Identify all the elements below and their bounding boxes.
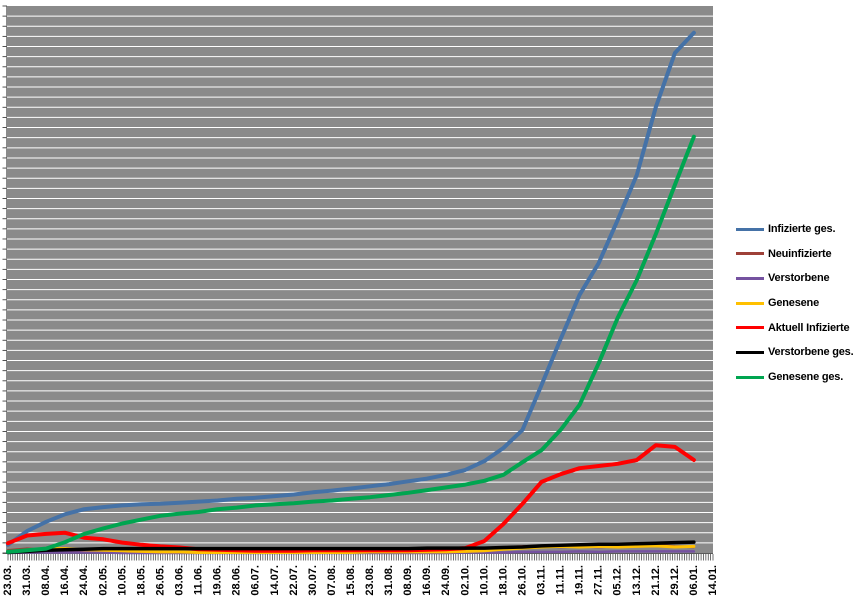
y-ticks bbox=[2, 5, 7, 554]
legend-item-verstorbene-ges[interactable]: Verstorbene ges. bbox=[736, 343, 866, 361]
x-axis-label: 26.05. bbox=[154, 565, 166, 596]
legend-label: Genesene bbox=[768, 297, 819, 310]
legend-label: Verstorbene ges. bbox=[768, 346, 854, 359]
legend-item-genesene[interactable]: Genesene bbox=[736, 294, 866, 312]
x-axis-label: 11.06. bbox=[193, 565, 205, 595]
series-line-genesene-ges bbox=[6, 134, 696, 554]
x-axis-label: 06.01. bbox=[688, 565, 700, 596]
x-axis-label: 18.10. bbox=[497, 565, 509, 596]
x-axis-label: 08.09. bbox=[402, 565, 414, 596]
x-axis-label: 19.11. bbox=[574, 565, 586, 595]
legend-item-verstorbene[interactable]: Verstorbene bbox=[736, 269, 866, 287]
legend-line-swatch bbox=[736, 276, 764, 280]
legend-line-swatch bbox=[736, 252, 764, 256]
x-axis-label: 19.06. bbox=[212, 565, 224, 596]
legend-line-swatch bbox=[736, 326, 764, 330]
x-axis-label: 24.09. bbox=[440, 565, 452, 596]
x-axis-label: 21.12. bbox=[650, 565, 662, 596]
x-axis-label: 02.10. bbox=[459, 565, 471, 596]
series-line-infizierte-ges bbox=[6, 30, 696, 547]
x-axis-label: 16.09. bbox=[421, 565, 433, 596]
series-line-genesene bbox=[6, 544, 696, 554]
x-axis-label: 15.08. bbox=[345, 565, 357, 596]
x-axis-label: 14.07. bbox=[269, 565, 281, 596]
x-axis-label: 10.05. bbox=[116, 565, 128, 596]
x-axis-label: 31.03. bbox=[21, 565, 33, 596]
x-axis-label: 31.08. bbox=[383, 565, 395, 596]
x-axis-label: 18.05. bbox=[135, 565, 147, 596]
legend-item-genesene-ges[interactable]: Genesene ges. bbox=[736, 368, 866, 386]
x-axis-label: 24.04. bbox=[78, 565, 90, 596]
legend-label: Neuinfizierte bbox=[768, 247, 832, 260]
x-axis-label: 27.11. bbox=[593, 565, 605, 595]
legend-line-swatch bbox=[736, 301, 764, 305]
x-axis-label: 30.07. bbox=[307, 565, 319, 596]
x-axis-label: 14.01. bbox=[707, 565, 719, 596]
x-axis-label: 08.04. bbox=[40, 565, 52, 596]
x-axis-label: 02.05. bbox=[97, 565, 109, 596]
series-line-verstorbene-ges bbox=[6, 540, 696, 555]
legend-line-swatch bbox=[736, 375, 764, 379]
x-axis-label: 16.04. bbox=[59, 565, 71, 596]
x-axis-label: 23.03. bbox=[2, 565, 14, 596]
x-axis-label: 23.08. bbox=[364, 565, 376, 596]
x-axis-label: 26.10. bbox=[516, 565, 528, 596]
legend-item-neuinfizierte[interactable]: Neuinfizierte bbox=[736, 245, 866, 263]
x-axis-label: 29.12. bbox=[669, 565, 681, 596]
x-axis-label: 11.11. bbox=[555, 565, 567, 594]
x-axis-label: 28.06. bbox=[231, 565, 243, 596]
x-axis-label: 06.07. bbox=[250, 565, 262, 596]
x-axis-label: 13.12. bbox=[631, 565, 643, 596]
x-ticks bbox=[7, 554, 714, 561]
x-axis-labels: 23.03. 31.03. 08.04. 16.04. 24.04. 02.05. 10.0… bbox=[2, 565, 719, 596]
legend-label: Infizierte ges. bbox=[768, 223, 836, 235]
x-axis-label: 05.12. bbox=[612, 565, 624, 596]
legend-label: Verstorbene bbox=[768, 272, 830, 285]
x-axis-label: 10.10. bbox=[478, 565, 490, 596]
legend-line-swatch bbox=[736, 227, 764, 231]
x-axis-label: 07.08. bbox=[326, 565, 338, 596]
legend-label: Aktuell Infizierte bbox=[768, 321, 850, 334]
x-axis-label: 03.06. bbox=[173, 565, 185, 596]
legend-line-swatch bbox=[736, 350, 764, 354]
x-axis-label: 03.11. bbox=[536, 565, 548, 595]
legend-item-aktuell-infizierte[interactable]: Aktuell Infizierte bbox=[736, 319, 866, 337]
chart-legend: Infizierte ges. Neuinfizierte Verstorbene G… bbox=[736, 220, 866, 393]
legend-item-infizierte-ges[interactable]: Infizierte ges. bbox=[736, 220, 866, 238]
x-axis-label: 22.07. bbox=[288, 565, 300, 596]
legend-label: Genesene ges. bbox=[768, 371, 844, 384]
